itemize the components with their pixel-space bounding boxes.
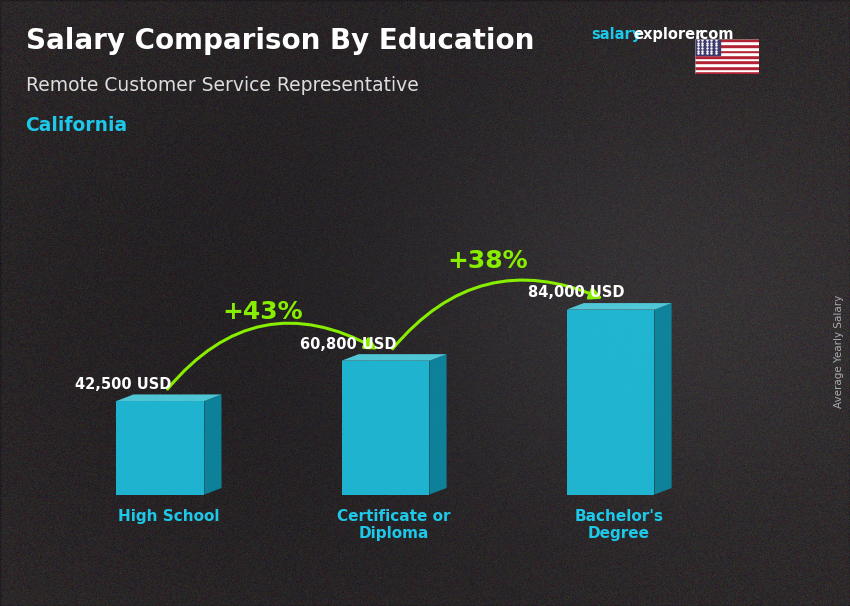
Text: .com: .com	[694, 27, 734, 42]
Text: 60,800 USD: 60,800 USD	[300, 336, 396, 351]
Text: 84,000 USD: 84,000 USD	[528, 285, 625, 301]
Bar	[695, 61, 759, 63]
Bar	[695, 44, 759, 47]
Bar	[695, 68, 759, 72]
Polygon shape	[567, 303, 672, 310]
Text: Bachelor's
Degree: Bachelor's Degree	[575, 509, 664, 541]
Bar	[695, 63, 759, 66]
Text: +43%: +43%	[222, 300, 303, 324]
Polygon shape	[204, 395, 222, 494]
Polygon shape	[342, 361, 429, 494]
Text: +38%: +38%	[447, 248, 528, 273]
Polygon shape	[654, 303, 672, 494]
Bar	[695, 41, 759, 44]
Polygon shape	[567, 310, 654, 494]
Bar	[695, 39, 759, 41]
Bar	[695, 50, 759, 52]
Bar	[695, 47, 759, 50]
Polygon shape	[429, 354, 446, 494]
Polygon shape	[342, 354, 446, 361]
Text: Remote Customer Service Representative: Remote Customer Service Representative	[26, 76, 418, 95]
Bar	[695, 58, 759, 61]
Text: High School: High School	[118, 509, 219, 524]
Text: Average Yearly Salary: Average Yearly Salary	[834, 295, 844, 408]
Polygon shape	[116, 395, 222, 401]
Text: 42,500 USD: 42,500 USD	[75, 377, 171, 392]
Bar	[695, 39, 719, 55]
Text: California: California	[26, 116, 128, 135]
Bar	[695, 55, 759, 58]
Text: Salary Comparison By Education: Salary Comparison By Education	[26, 27, 534, 55]
Text: Certificate or
Diploma: Certificate or Diploma	[337, 509, 450, 541]
Text: salary: salary	[591, 27, 641, 42]
Bar	[695, 72, 759, 74]
Bar	[695, 52, 759, 55]
Bar	[695, 66, 759, 68]
Polygon shape	[116, 401, 204, 494]
Text: explorer: explorer	[633, 27, 703, 42]
